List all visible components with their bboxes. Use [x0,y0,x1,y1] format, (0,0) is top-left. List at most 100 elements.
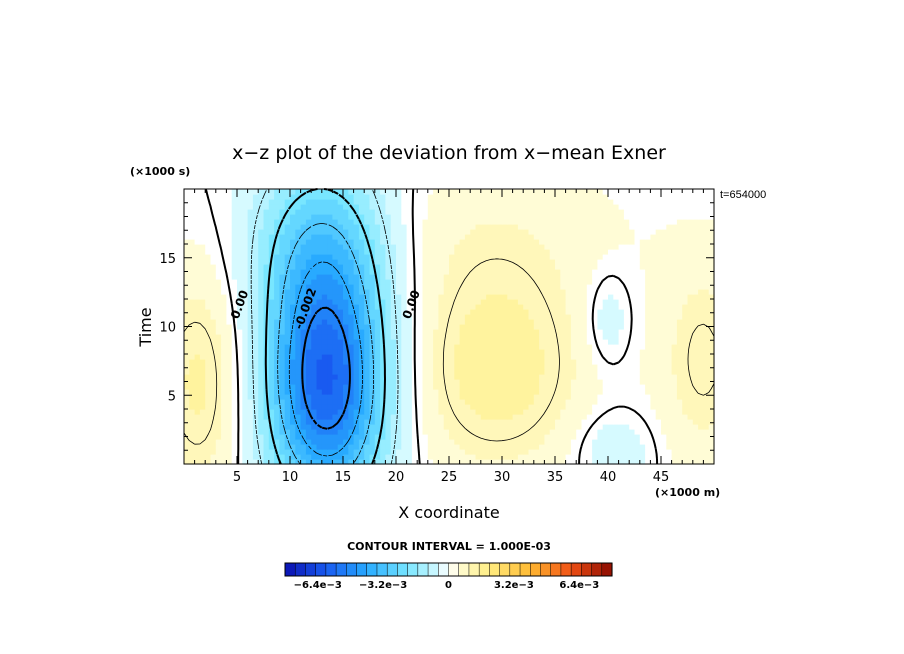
field-cell [284,394,291,400]
field-cell [305,359,312,365]
field-cell [380,269,386,275]
field-cell [327,264,333,270]
field-cell [464,444,471,450]
field-cell [327,374,333,380]
field-cell [348,409,355,415]
field-cell [247,419,254,425]
field-cell [581,444,588,450]
field-cell [549,294,556,300]
field-cell [221,434,227,440]
field-cell [252,259,259,265]
field-cell [210,419,217,425]
field-cell [634,424,641,430]
field-cell [279,264,286,270]
field-cell [401,394,408,400]
field-cell [247,414,254,420]
field-cell [502,339,508,345]
field-cell [337,334,344,340]
field-cell [422,414,429,420]
field-cell [661,349,667,355]
field-cell [671,264,678,270]
field-cell [396,369,402,375]
field-cell [321,294,328,300]
field-cell [512,374,519,380]
field-cell [480,239,487,245]
field-cell [581,389,588,395]
field-cell [396,384,402,390]
field-cell [215,429,222,435]
field-cell [629,354,636,360]
field-cell [560,409,567,415]
field-cell [645,459,651,465]
field-cell [274,284,280,290]
field-cell [655,419,662,425]
field-cell [592,449,598,455]
field-cell [645,354,651,360]
field-cell [305,369,312,375]
field-cell [666,234,673,240]
field-cell [464,249,471,255]
field-cell [194,269,201,275]
field-cell [708,259,715,265]
field-cell [411,244,418,250]
field-cell [327,399,333,405]
field-cell [247,274,254,280]
field-cell [242,214,249,220]
field-cell [332,299,339,305]
field-cell [666,344,673,350]
field-cell [533,404,540,410]
field-cell [290,434,296,440]
field-cell [194,454,201,460]
field-cell [221,344,227,350]
field-cell [687,399,694,405]
field-cell [586,409,593,415]
field-cell [337,249,344,255]
field-cell [252,254,259,260]
field-cell [475,449,482,455]
field-cell [629,224,636,230]
field-cell [369,419,376,425]
field-cell [332,444,339,450]
field-cell [364,299,371,305]
field-cell [242,229,249,235]
field-cell [258,334,265,340]
field-cell [486,354,492,360]
field-cell [555,414,561,420]
field-cell [470,239,477,245]
field-cell [231,269,238,275]
field-cell [364,279,371,285]
field-cell [592,394,598,400]
field-cell [539,319,545,325]
field-cell [327,369,333,375]
field-cell [539,264,545,270]
field-cell [194,414,201,420]
field-cell [655,224,662,230]
field-cell [486,389,492,395]
field-cell [576,349,583,355]
field-cell [194,384,201,390]
field-cell [274,319,280,325]
field-cell [570,394,577,400]
field-cell [385,224,392,230]
field-cell [337,269,344,275]
field-cell [592,454,598,460]
field-cell [422,329,429,335]
field-cell [454,384,461,390]
field-cell [475,304,482,310]
field-cell [602,334,609,340]
field-cell [613,234,620,240]
field-cell [470,289,477,295]
field-cell [565,429,572,435]
field-cell [533,344,540,350]
field-cell [671,424,678,430]
field-cell [252,214,259,220]
field-cell [692,309,699,315]
field-cell [284,424,291,430]
field-cell [618,284,625,290]
field-cell [565,324,572,330]
field-cell [608,344,614,350]
field-cell [369,384,376,390]
field-cell [602,289,609,295]
field-cell [305,349,312,355]
field-cell [274,404,280,410]
